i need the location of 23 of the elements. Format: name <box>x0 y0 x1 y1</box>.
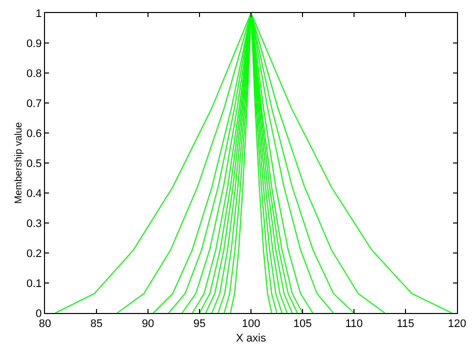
y-tick-label: 0.3 <box>26 218 42 230</box>
x-tick-label: 105 <box>293 318 312 330</box>
x-tick-label: 100 <box>242 318 260 330</box>
y-tick-label: 0.1 <box>26 278 42 290</box>
x-tick-label: 115 <box>396 318 414 330</box>
line-series <box>54 13 452 313</box>
y-axis-title: Membership value <box>14 122 25 204</box>
y-tick-label: 0.6 <box>26 128 42 140</box>
y-tick-label: 0.8 <box>26 68 42 80</box>
x-tick-label: 120 <box>448 318 466 330</box>
y-tick-label: 0.2 <box>26 248 42 260</box>
y-tick-label: 1 <box>36 8 42 20</box>
y-tick-label: 0.7 <box>26 98 42 110</box>
x-tick-label: 95 <box>193 318 206 330</box>
x-tick-label: 85 <box>90 318 103 330</box>
y-tick-label: 0.5 <box>26 158 42 170</box>
y-tick-label: 0.9 <box>26 38 42 50</box>
x-tick-label: 110 <box>345 318 363 330</box>
y-tick-label: 0.4 <box>26 188 42 200</box>
x-tick-label: 80 <box>38 318 52 330</box>
y-tick-label: 0 <box>36 308 42 320</box>
x-tick-label: 90 <box>142 318 154 330</box>
x-axis-title: X axis <box>236 332 266 344</box>
